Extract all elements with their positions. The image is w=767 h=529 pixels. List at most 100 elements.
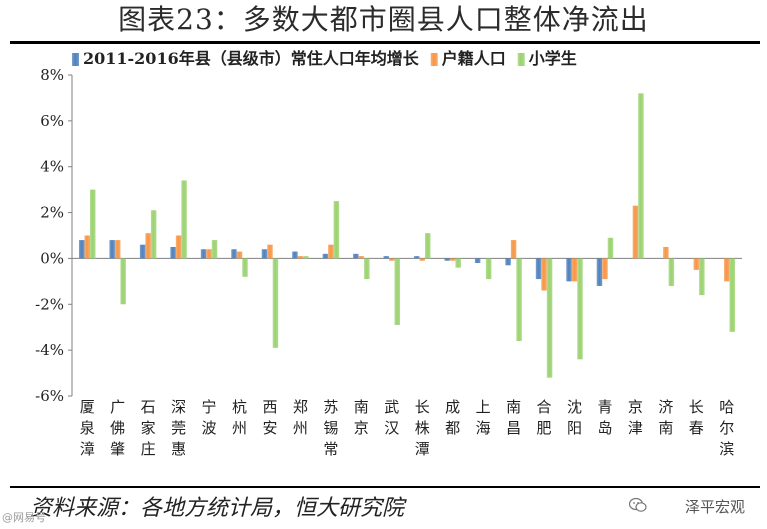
x-tick-label-郑州: 郑州: [293, 398, 308, 437]
bar-3-长株潭: [424, 233, 431, 259]
bar-3-西安: [272, 258, 279, 348]
x-tick-label-成都: 成都: [445, 398, 460, 437]
x-tick-label-合肥: 合肥: [537, 398, 552, 437]
y-tick-label: 4%: [40, 158, 64, 176]
y-tick-label: -2%: [35, 295, 64, 313]
bar-2-厦泉漳: [84, 235, 90, 259]
bar-2-石家庄: [145, 233, 151, 259]
y-tick-label: 0%: [40, 249, 64, 267]
x-tick-label-长株潭: 长株潭: [415, 398, 430, 458]
bar-1-杭州: [231, 249, 237, 259]
legend: 2011-2016年县（县级市）常住人口年均增长 户籍人口 小学生: [72, 49, 577, 68]
bar-2-南昌: [510, 240, 517, 259]
legend-swatch-1: [72, 53, 79, 66]
x-tick-label-宁波: 宁波: [202, 398, 217, 437]
bar-2-西安: [267, 244, 273, 259]
bar-2-京津: [632, 205, 639, 259]
x-tick-label-厦泉漳: 厦泉漳: [80, 398, 95, 458]
bar-3-武汉: [394, 258, 401, 325]
y-tick-label: 2%: [40, 204, 64, 222]
bar-2-沈阳: [571, 258, 578, 282]
source-note: 资料来源：各地方统计局，恒大研究院: [30, 496, 405, 521]
x-tick-label-上海: 上海: [476, 398, 491, 437]
bar-chart: 2011-2016年县（县级市）常住人口年均增长 户籍人口 小学生 8% 6% 4% 2%…: [35, 49, 742, 458]
x-tick-label-南昌: 南昌: [506, 398, 521, 437]
axes: 8% 6% 4% 2% 0% -2% -4% -6%: [35, 66, 742, 405]
bar-1-沈阳: [566, 258, 572, 282]
legend-swatch-2: [430, 53, 438, 66]
x-tick-label-南京: 南京: [354, 398, 369, 437]
corner-watermark: @网易号: [2, 511, 46, 524]
bar-2-杭州: [236, 251, 243, 259]
y-tick-label: -4%: [35, 341, 64, 359]
bar-1-长株潭: [413, 256, 420, 259]
bar-2-南京: [358, 256, 365, 259]
bar-3-南京: [364, 258, 370, 280]
bar-3-厦泉漳: [89, 189, 96, 259]
x-tick-label-济南: 济南: [658, 398, 673, 437]
x-tick-label-武汉: 武汉: [384, 398, 399, 437]
bar-2-成都: [449, 258, 456, 261]
legend-label-3: 小学生: [529, 49, 577, 68]
legend-swatch-3: [517, 53, 525, 66]
bar-3-石家庄: [150, 210, 157, 259]
bar-2-郑州: [297, 256, 304, 259]
bar-3-合肥: [546, 258, 553, 378]
bar-2-长春: [693, 258, 700, 270]
bar-3-宁波: [211, 240, 218, 259]
legend-label-2: 户籍人口: [442, 49, 506, 68]
bar-1-青岛: [596, 258, 603, 286]
bar-1-武汉: [383, 256, 390, 259]
bar-3-苏锡常: [333, 201, 340, 259]
bar-2-济南: [663, 246, 669, 259]
x-tick-label-长春: 长春: [689, 398, 704, 437]
x-tick-label-哈尔滨: 哈尔滨: [719, 398, 734, 458]
bar-3-杭州: [242, 258, 248, 277]
bar-1-成都: [444, 258, 450, 261]
bar-3-郑州: [303, 256, 309, 259]
bar-2-广佛肇: [114, 240, 121, 259]
top-rule: [10, 41, 760, 44]
bar-2-宁波: [206, 249, 212, 259]
bar-1-南昌: [505, 258, 511, 266]
bar-3-长春: [699, 258, 705, 296]
bar-1-石家庄: [139, 244, 146, 259]
bar-3-南昌: [516, 258, 522, 341]
bar-2-长株潭: [419, 258, 425, 261]
bar-1-厦泉漳: [78, 240, 85, 259]
wechat-icon: [629, 497, 647, 512]
bar-3-京津: [638, 93, 644, 259]
bar-2-武汉: [389, 258, 395, 261]
chart-title: 图表23：多数大都市圈县人口整体净流出: [118, 3, 649, 36]
bar-3-青岛: [607, 237, 614, 259]
y-tick-label: 8%: [40, 66, 64, 84]
bar-2-青岛: [602, 258, 608, 280]
watermark-text: 泽平宏观: [684, 498, 745, 516]
x-tick-label-广佛肇: 广佛肇: [110, 398, 125, 458]
bar-1-上海: [474, 258, 481, 264]
bar-1-合肥: [535, 258, 542, 280]
bar-2-苏锡常: [328, 244, 334, 259]
bar-3-沈阳: [577, 258, 583, 360]
x-tick-label-杭州: 杭州: [232, 398, 247, 437]
x-tick-label-石家庄: 石家庄: [141, 398, 156, 458]
bar-3-深莞惠: [181, 180, 187, 259]
bar-2-哈尔滨: [724, 258, 730, 282]
bars: [78, 93, 736, 378]
bar-1-深莞惠: [170, 246, 176, 259]
legend-label-1: 2011-2016年县（县级市）常住人口年均增长: [83, 49, 420, 68]
bar-1-广佛肇: [109, 240, 115, 259]
bottom-rule: [10, 486, 760, 488]
x-tick-label-苏锡常: 苏锡常: [323, 398, 338, 458]
bar-3-哈尔滨: [729, 258, 736, 332]
x-tick-label-西安: 西安: [262, 398, 277, 437]
bar-2-合肥: [541, 258, 547, 291]
bar-1-郑州: [292, 251, 298, 259]
bar-2-深莞惠: [175, 235, 182, 259]
x-tick-label-青岛: 青岛: [597, 398, 612, 437]
bar-1-西安: [261, 249, 268, 259]
x-tick-label-沈阳: 沈阳: [567, 398, 582, 437]
bar-1-南京: [353, 253, 359, 259]
bar-1-苏锡常: [322, 253, 329, 259]
